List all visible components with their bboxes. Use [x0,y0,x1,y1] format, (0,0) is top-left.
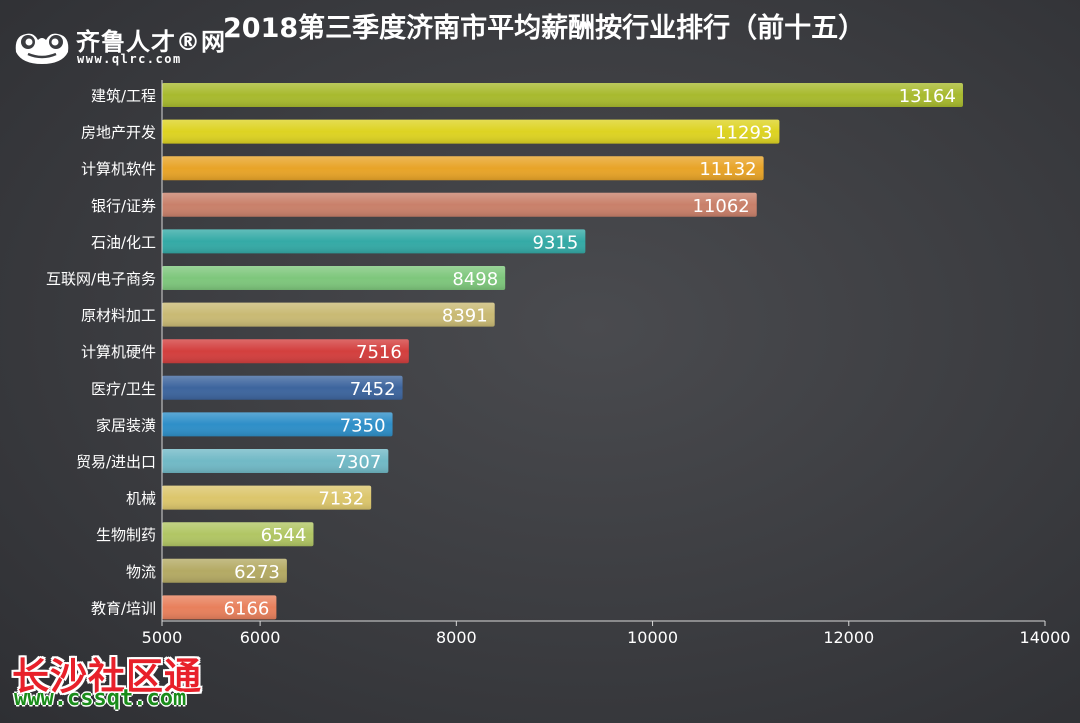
watermark-url: www.cssqt.com [14,686,187,711]
data-label: 9315 [533,232,579,253]
watermark-name: 长沙社区通 [12,655,202,698]
chart-title: 2018第三季度济南市平均薪酬按行业排行（前十五） [223,13,866,44]
bar-shine [162,412,393,437]
category-label: 计算机软件 [81,160,156,178]
logo-name: 齐鲁人才®网 [76,28,226,56]
data-label: 7307 [336,452,382,473]
bar-shine [162,558,287,583]
bar-shine [162,449,389,473]
category-label: 机械 [126,490,156,508]
category-label: 计算机硬件 [81,343,156,361]
x-tick-label: 12000 [823,628,874,647]
bar-shine [162,522,314,547]
category-label: 原材料加工 [81,307,156,325]
data-label: 11132 [699,159,756,180]
x-tick-label: 10000 [627,628,678,647]
watermark: 长沙社区通 www.cssqt.com [12,646,222,716]
data-label: 6273 [234,562,280,583]
logo: 齐鲁人才®网 www.qlrc.com [10,10,225,70]
bar-shine [162,595,277,620]
bar-shine [162,302,495,327]
bar-shine [162,266,506,290]
category-label: 石油/化工 [91,233,156,251]
bar-shine [162,192,757,217]
bar-shine [162,339,409,364]
data-label: 6166 [224,598,270,619]
bar-shine [162,229,586,254]
category-label: 家居装潢 [96,416,156,434]
data-label: 7452 [350,379,396,400]
logo-url: www.qlrc.com [77,52,182,66]
data-label: 8498 [452,269,498,290]
category-label: 建筑/工程 [91,87,156,105]
x-tick-label: 5000 [142,628,183,647]
data-label: 7132 [318,489,364,510]
data-label: 6544 [261,525,307,546]
category-label: 医疗/卫生 [91,380,156,398]
category-label: 教育/培训 [91,599,156,617]
bar-shine [162,375,403,400]
category-label: 贸易/进出口 [76,453,156,471]
data-label: 11293 [715,123,772,144]
category-label: 房地产开发 [81,124,156,142]
bar-shine [162,119,780,144]
frog-logo-icon [15,33,69,64]
data-label: 13164 [899,86,956,107]
category-label: 银行/证券 [91,197,156,215]
data-label: 7516 [356,342,402,363]
x-tick-label: 8000 [436,628,477,647]
data-label: 7350 [340,415,386,436]
category-label: 物流 [126,563,156,581]
data-label: 11062 [692,196,749,217]
x-tick-label: 6000 [240,628,281,647]
x-tick-label: 14000 [1020,628,1071,647]
category-label: 生物制药 [96,526,156,544]
data-label: 8391 [442,306,488,327]
bar-shine [162,485,372,510]
bar-shine [162,83,963,107]
category-label: 互联网/电子商务 [46,270,156,288]
bar-shine [162,156,764,181]
